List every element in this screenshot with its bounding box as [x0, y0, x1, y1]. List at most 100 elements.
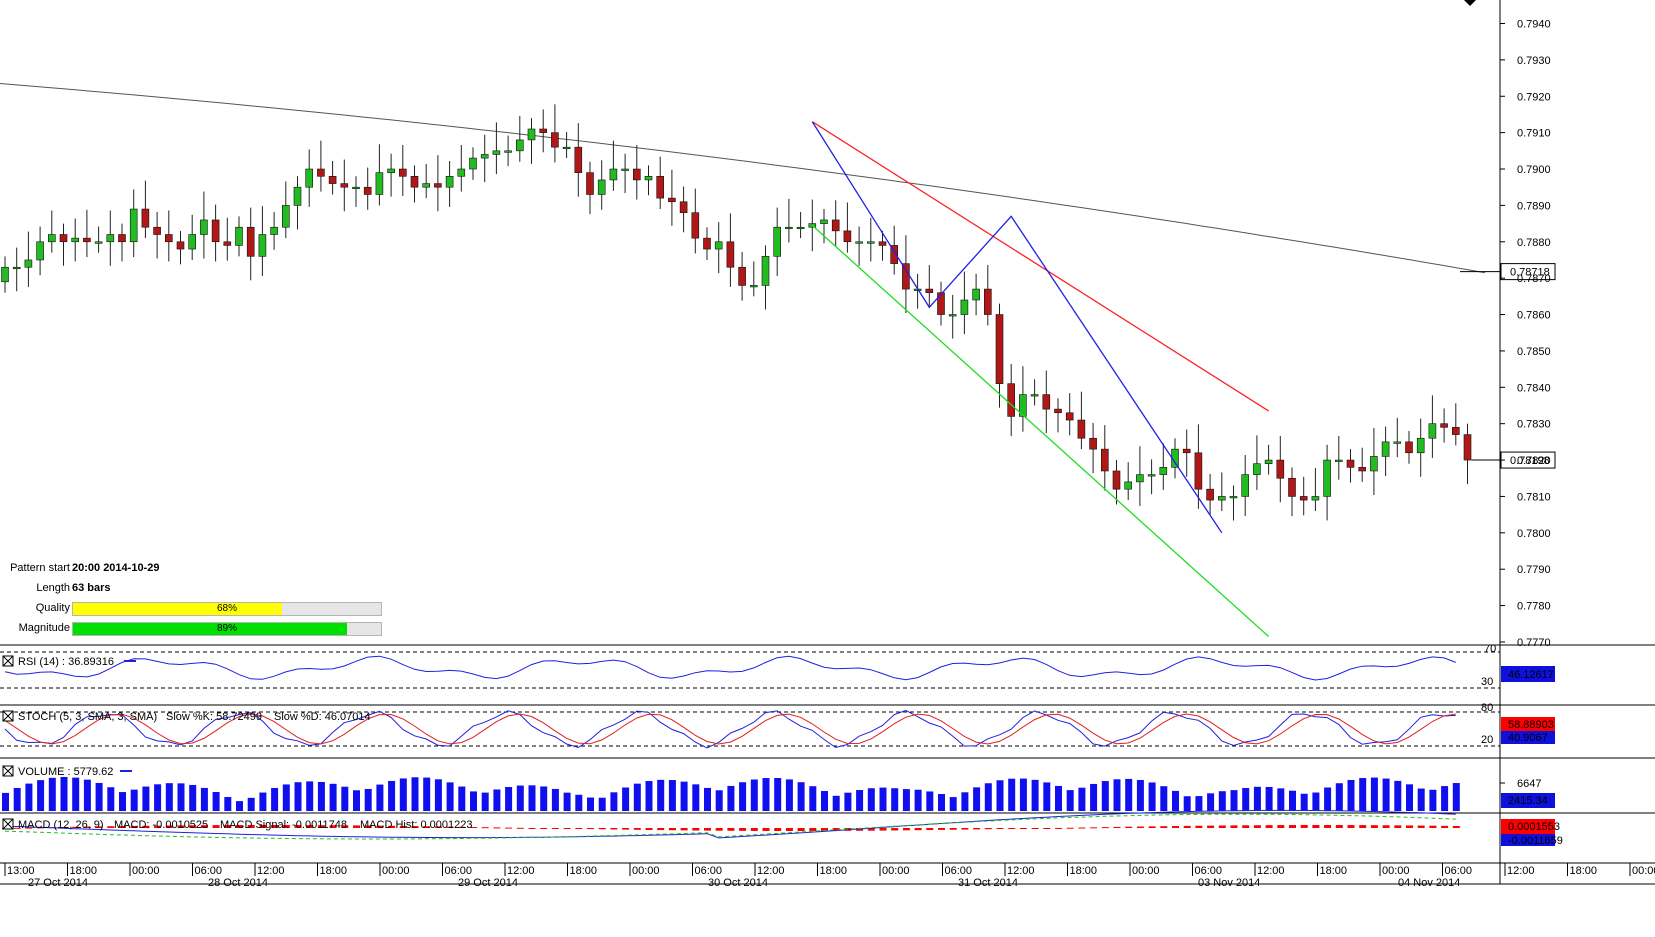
macd-signal-line — [4, 813, 1456, 840]
time-tick-label: 18:00 — [570, 865, 598, 877]
time-tick-label: 06:00 — [945, 865, 973, 877]
macd-hist-bar — [72, 826, 80, 828]
ma-value-badge — [1500, 263, 1556, 281]
stoch-d-badge-value: 40.9067 — [1508, 732, 1548, 744]
macd-hist-bar — [376, 825, 384, 828]
macd-hist-bar — [973, 828, 981, 830]
volume-bar — [259, 792, 267, 811]
macd-hist-bar — [1277, 825, 1285, 828]
stoch-d-badge — [1501, 731, 1555, 744]
price-tick-label: 0.7910 — [1517, 128, 1551, 140]
candle-bearish — [1007, 383, 1016, 417]
macd-hist-bar — [645, 828, 653, 830]
candle-bullish — [281, 205, 290, 228]
candle-bullish — [94, 241, 103, 244]
volume-bar — [458, 786, 466, 811]
volume-bar — [329, 783, 337, 811]
volume-bar — [224, 797, 232, 811]
macd-hist-bar — [142, 825, 150, 828]
candle-bearish — [1054, 408, 1062, 414]
candle-bullish — [761, 256, 770, 286]
time-tick-label: 12:00 — [507, 865, 535, 877]
candle-bearish — [1288, 477, 1296, 497]
zigzag-line — [811, 121, 1223, 534]
candle-bullish — [820, 219, 828, 224]
candle-bearish — [703, 237, 711, 250]
candle-bearish — [176, 241, 185, 250]
date-label: 03 Nov 2014 — [1198, 877, 1260, 889]
stoch-level-20-label: 20 — [1481, 734, 1493, 746]
pattern-length-label: Length — [36, 582, 70, 594]
volume-bar — [60, 777, 68, 811]
candle-bearish — [878, 241, 887, 246]
candle-bearish — [223, 241, 232, 246]
candle-bullish — [71, 237, 79, 243]
macd-hist-bar — [821, 828, 828, 831]
volume-bar — [470, 791, 477, 811]
volume-bar — [598, 797, 606, 811]
candle-bearish — [1042, 394, 1051, 410]
price-tick-label: 0.7800 — [1517, 528, 1551, 540]
volume-bar — [1429, 789, 1437, 811]
macd-hist-bar — [341, 825, 349, 828]
time-tick-label: 00:00 — [1382, 865, 1410, 877]
macd-hist-bar — [1019, 828, 1027, 829]
candle-bullish — [866, 241, 875, 244]
macd-hist-bar — [1148, 826, 1156, 828]
macd-hist-bar — [271, 825, 279, 828]
volume-bar — [165, 783, 173, 811]
stoch-d-line — [4, 713, 1456, 745]
volume-bar — [715, 790, 723, 811]
volume-bar — [493, 789, 501, 811]
candle-bullish — [597, 179, 606, 195]
candle-bullish — [796, 226, 805, 230]
rsi-panel: RSI (14) : 36.89316 30 70 46.12617 — [0, 643, 1555, 689]
volume-bar — [364, 788, 372, 811]
time-tick-label: 00:00 — [1132, 865, 1160, 877]
price-tick-label: 0.7850 — [1517, 346, 1551, 358]
macd-hist-bar — [528, 828, 536, 829]
macd-hist-bar — [633, 828, 641, 830]
macd-hist-bar — [236, 825, 243, 828]
macd-hist-bar — [189, 825, 197, 828]
stoch-d-label: Slow %D: 46.07014 — [274, 711, 371, 723]
candle-bearish — [726, 241, 735, 268]
candle-bearish — [539, 128, 548, 133]
macd-hist-bar — [1113, 826, 1121, 828]
candle-bullish — [375, 172, 384, 195]
volume-bar — [1370, 777, 1378, 811]
candle-bullish — [457, 168, 466, 177]
volume-bar — [1218, 791, 1226, 811]
quality-bar-fill — [73, 603, 283, 615]
macd-hist-bar — [938, 828, 945, 830]
chevron-down-icon[interactable] — [1464, 0, 1476, 6]
macd-hist-bar — [1253, 825, 1261, 828]
volume-bar — [411, 777, 419, 811]
candle-bullish — [1124, 481, 1132, 490]
candle-bearish — [363, 186, 372, 195]
candle-bearish — [153, 226, 161, 235]
price-tick-label: 0.7940 — [1517, 19, 1551, 31]
candle-bearish — [679, 201, 688, 213]
volume-bar — [1019, 778, 1027, 811]
price-tick-label: 0.7890 — [1517, 200, 1551, 212]
volume-bar — [107, 787, 115, 811]
candle-bearish — [1463, 434, 1472, 461]
price-panel: 0.78718 0.78198 — [0, 83, 1556, 637]
candle-bullish — [12, 266, 21, 270]
macd-hist-bar — [1136, 826, 1144, 828]
candle-bearish — [328, 175, 337, 184]
macd-hist-bar — [1429, 825, 1437, 828]
price-axis: 0.7940 0.7930 0.7920 0.7910 0.7900 0.7890 0.78… — [1500, 19, 1551, 649]
candle-bullish — [1381, 441, 1390, 457]
macd-badge-value: 0.0001553 — [1508, 821, 1560, 833]
candle-bearish — [1077, 419, 1086, 439]
macd-hist-bar — [458, 826, 466, 828]
candle-bullish — [24, 259, 33, 268]
macd-hist-bar — [493, 827, 501, 829]
candle-bearish — [668, 197, 676, 203]
volume-bar — [996, 780, 1004, 811]
macd-hist-bar — [399, 825, 407, 828]
macd-hist-bar — [551, 828, 559, 829]
stoch-level-80-label: 80 — [1481, 702, 1493, 714]
